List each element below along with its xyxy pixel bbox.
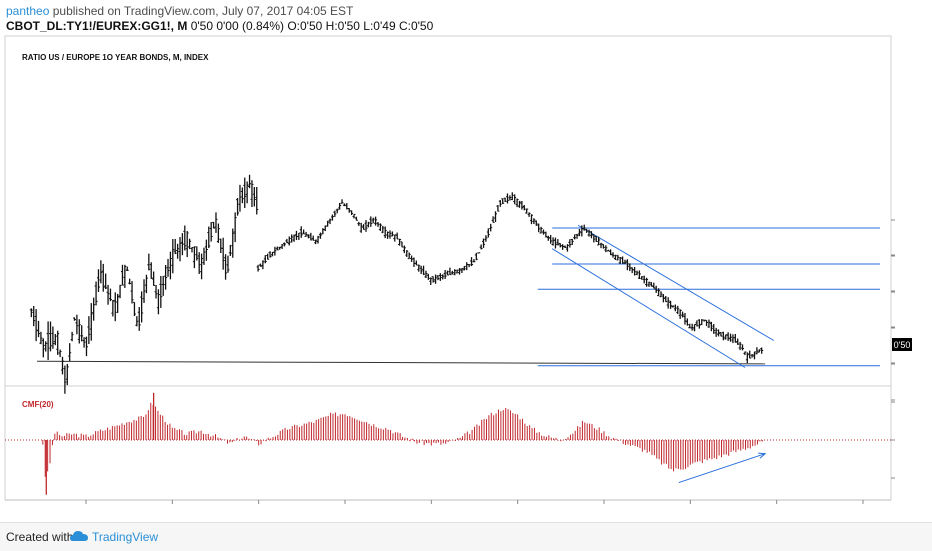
- cmf-trend-arrow: [678, 453, 766, 484]
- time-axis[interactable]: [85, 500, 864, 504]
- price-axis[interactable]: [891, 219, 895, 401]
- cmf-pane-frame: [4, 385, 892, 501]
- footer-bar: Created with TradingView: [0, 522, 932, 551]
- chart-canvas[interactable]: RATIO US / EUROPE 1O YEAR BONDS, M, INDE…: [0, 0, 932, 522]
- cmf-arrow-head: [758, 452, 767, 459]
- tradingview-cloud-icon[interactable]: [69, 529, 89, 543]
- publish-info: pantheo published on TradingView.com, Ju…: [6, 4, 353, 18]
- trendline-drawings: [37, 224, 775, 368]
- price-bars: [29, 174, 764, 394]
- quote-values: 0'50 0'00 (0.84%) O:0'50 H:0'50 L:0'49 C…: [190, 19, 434, 33]
- fibonacci-levels: [537, 227, 880, 367]
- last-price-label: 0'50: [894, 340, 911, 350]
- created-with-text: Created with: [6, 530, 74, 544]
- symbol-quote-line: CBOT_DL:TY1!/EUREX:GG1!, M 0'50 0'00 (0.…: [6, 19, 433, 33]
- chart-header: pantheo published on TradingView.com, Ju…: [0, 0, 932, 36]
- channel-line: [551, 248, 746, 368]
- published-text: published on TradingView.com, July 07, 2…: [52, 4, 354, 18]
- channel-line: [577, 224, 775, 341]
- symbol-label: CBOT_DL:TY1!/EUREX:GG1!, M: [6, 19, 188, 33]
- price-pane-frame: [4, 35, 892, 387]
- chart-title: RATIO US / EUROPE 1O YEAR BONDS, M, INDE…: [22, 53, 209, 62]
- long-term-trendline: [37, 360, 766, 365]
- cmf-title: CMF(20): [22, 400, 54, 409]
- author-link[interactable]: pantheo: [6, 4, 50, 18]
- tradingview-link[interactable]: TradingView: [92, 530, 159, 544]
- last-price-badge: 0'50: [892, 338, 912, 351]
- cmf-bars: [42, 392, 767, 495]
